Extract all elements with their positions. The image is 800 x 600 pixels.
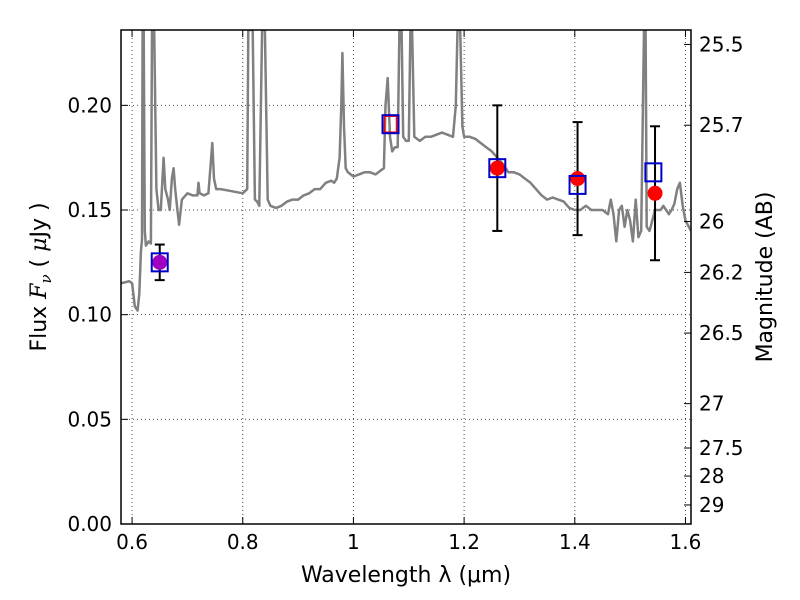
plot-background bbox=[121, 30, 691, 524]
model-square bbox=[150, 252, 169, 273]
y-axis-label-mu: μ bbox=[27, 238, 52, 252]
observed-point bbox=[647, 185, 663, 201]
y2-tick-label: 27 bbox=[699, 392, 724, 416]
y-tick-label: 0.20 bbox=[67, 93, 112, 117]
x-tick-label: 1.6 bbox=[670, 530, 702, 554]
y-axis-label-sub: ν bbox=[37, 274, 55, 283]
model-spectrum-layer bbox=[121, 30, 691, 312]
y2-tick-label: 25.5 bbox=[699, 32, 744, 56]
observed-point bbox=[570, 171, 586, 187]
model-spectrum-line bbox=[121, 30, 691, 312]
y-tick-label: 0.15 bbox=[67, 198, 112, 222]
observed-point bbox=[489, 160, 505, 176]
y-axis-label-prefix: Flux bbox=[27, 299, 52, 352]
y2-tick-label: 26.5 bbox=[699, 321, 744, 345]
y-tick-label: 0.05 bbox=[67, 407, 112, 431]
y-axis-label-mid: ( bbox=[27, 252, 52, 275]
y-axis-label-suffix: Jy ) bbox=[27, 202, 52, 239]
y2-tick-label: 26 bbox=[699, 210, 724, 234]
x-tick-label: 1.2 bbox=[448, 530, 480, 554]
y-axis-label-var: F bbox=[27, 283, 52, 300]
plot-frame bbox=[120, 29, 692, 525]
x-tick-label: 0.6 bbox=[116, 530, 148, 554]
x-axis-label: Wavelength λ (μm) bbox=[301, 563, 511, 588]
model-square bbox=[381, 114, 400, 135]
y2-tick-label: 27.5 bbox=[699, 436, 744, 460]
observed-point bbox=[152, 254, 168, 270]
y-tick-label: 0.10 bbox=[67, 303, 112, 327]
x-tick-label: 1 bbox=[347, 530, 360, 554]
y2-tick-label: 25.7 bbox=[699, 113, 744, 137]
y2-axis-label: Magnitude (AB) bbox=[753, 192, 778, 363]
x-tick-label: 1.4 bbox=[559, 530, 591, 554]
x-tick-label: 0.8 bbox=[227, 530, 259, 554]
y2-tick-label: 29 bbox=[699, 493, 724, 517]
y-tick-label: 0.00 bbox=[67, 512, 112, 536]
marker-layer bbox=[150, 104, 663, 282]
model-square bbox=[644, 162, 663, 183]
y2-tick-label: 28 bbox=[699, 464, 724, 488]
model-square bbox=[568, 174, 587, 195]
y2-tick-label: 26.2 bbox=[699, 260, 744, 284]
tick-marks: 0.6 0.8 1 1.2 1.4 1.6 0.00 0.05 0.10 0.15 0.20 25.5… bbox=[67, 30, 744, 554]
model-square bbox=[488, 158, 507, 179]
y-axis-label: Flux Fν ( μJy ) bbox=[27, 202, 55, 351]
